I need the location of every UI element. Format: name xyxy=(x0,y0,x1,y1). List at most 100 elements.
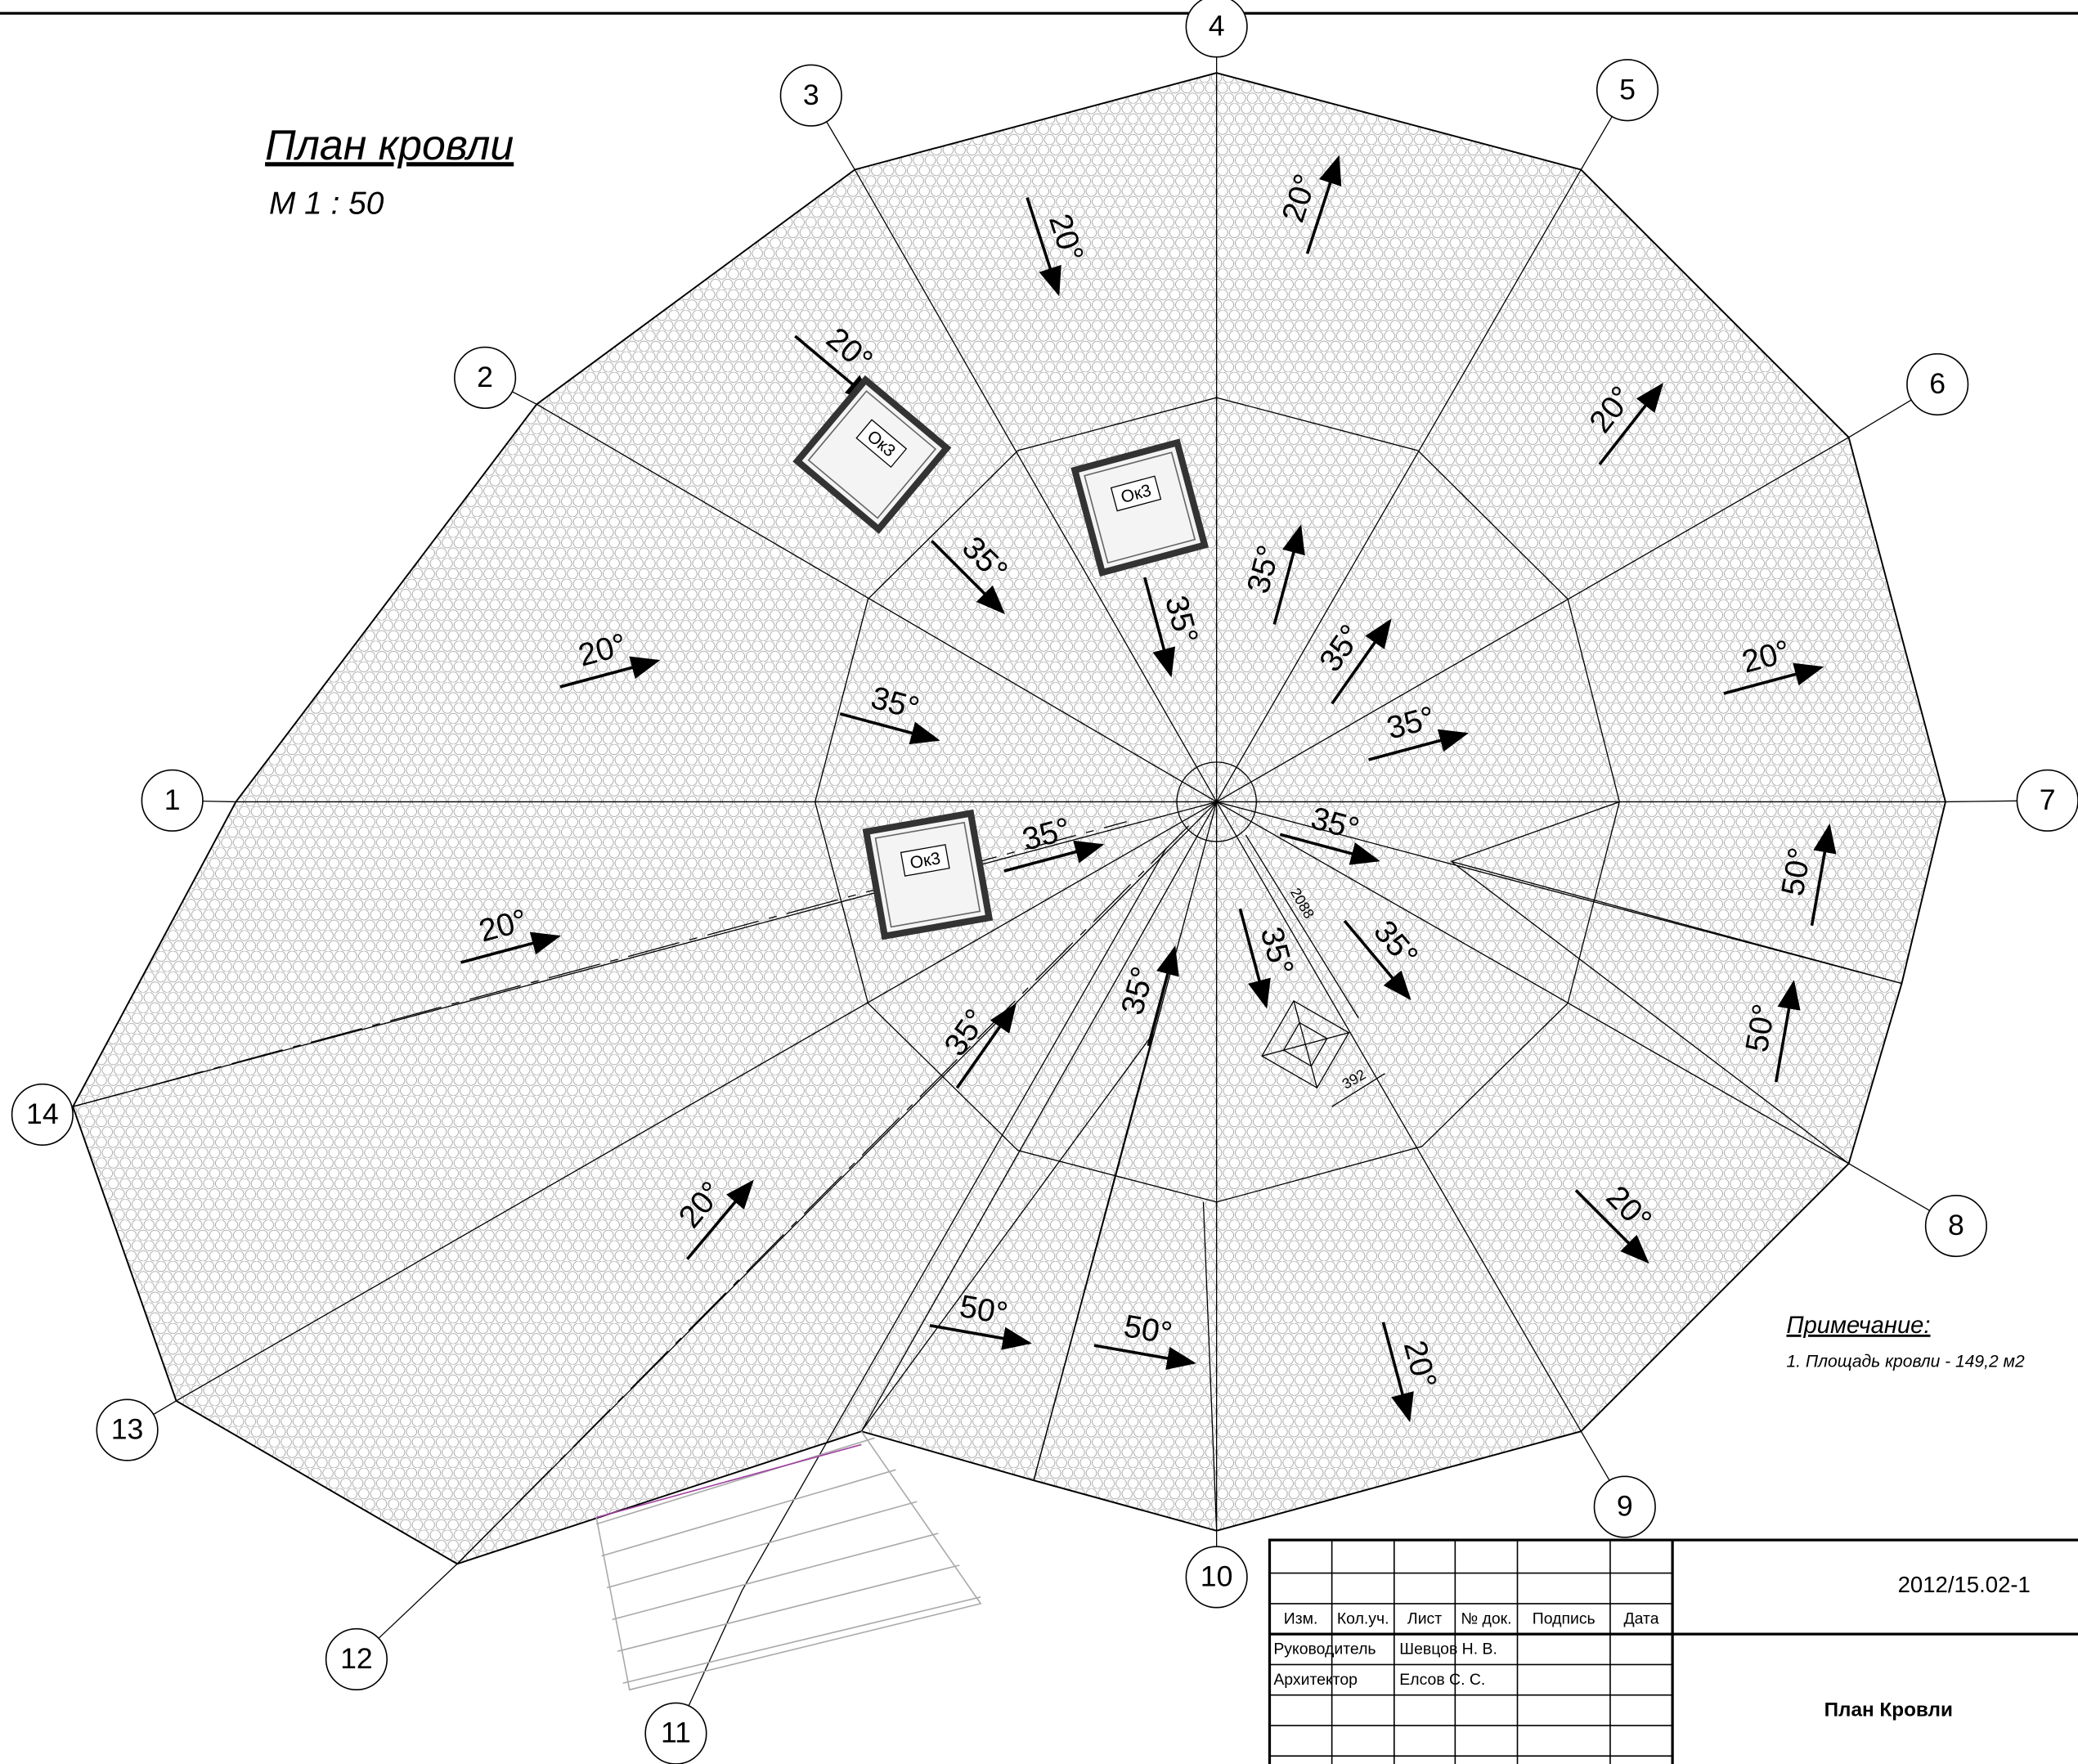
window: Ок3 xyxy=(792,375,952,534)
slope-arrow xyxy=(1305,155,1342,254)
slope-arrow xyxy=(1723,662,1824,695)
axis-label: 11 xyxy=(661,1717,691,1749)
slope-arrow xyxy=(1331,618,1392,705)
tb-cell: Елсов С. С. xyxy=(1399,1671,1485,1689)
valley xyxy=(1033,1033,1154,1481)
axis-label: 7 xyxy=(2040,783,2056,816)
ridge xyxy=(860,801,1218,1432)
axis-bubble xyxy=(1185,0,1248,58)
skylight-box xyxy=(1261,1000,1350,1089)
axis-bubble xyxy=(1596,59,1659,122)
skylight-cross xyxy=(1261,1000,1349,1088)
window: Ок3 xyxy=(1070,438,1210,577)
slope-arrow xyxy=(1381,1322,1414,1423)
window-tag xyxy=(900,844,950,877)
note-item: 1. Площадь кровли - 149,2 м2 xyxy=(1786,1353,2024,1371)
valley xyxy=(1451,860,1902,985)
plan-scale: М 1 : 50 xyxy=(269,186,384,221)
ridge xyxy=(1216,801,1902,985)
slope-label: 50° xyxy=(1121,1308,1174,1352)
slope: 50° xyxy=(929,1289,1032,1350)
slope-arrow xyxy=(1574,1189,1649,1264)
axis-label: 14 xyxy=(26,1097,59,1130)
valley xyxy=(1202,1201,1218,1531)
tb-header: № док. xyxy=(1461,1609,1511,1627)
axis-bubble xyxy=(11,1083,74,1146)
axis-bubble xyxy=(2016,769,2078,832)
axis-line xyxy=(1848,399,1912,438)
tb-cell: Шевцов Н. В. xyxy=(1399,1641,1497,1659)
axis-label: 6 xyxy=(1929,367,1946,400)
axis-line xyxy=(1848,1163,1930,1211)
axis-bubble xyxy=(1924,1194,1987,1258)
tb-header: Кол.уч. xyxy=(1337,1609,1389,1627)
tb-code: 2012/15.02-1 xyxy=(1898,1572,2031,1597)
axis-label: 9 xyxy=(1617,1490,1633,1523)
axis-bubble xyxy=(1185,1546,1248,1609)
slope-arrow xyxy=(686,1179,754,1260)
slope: 50° xyxy=(1775,823,1837,927)
axis-bubble xyxy=(325,1627,388,1691)
stair xyxy=(622,1596,981,1684)
slope-arrow xyxy=(1147,945,1179,1047)
plan-title: План кровли xyxy=(265,121,514,168)
slope-arrow xyxy=(460,931,561,964)
axis-line xyxy=(1580,1430,1610,1481)
axis-label: 4 xyxy=(1209,9,1225,42)
slope-arrow xyxy=(1774,980,1801,1083)
stair-edge xyxy=(596,1443,862,1519)
window-frame xyxy=(874,821,981,928)
slope-arrow xyxy=(1093,1344,1196,1370)
slope-arrow xyxy=(839,712,940,745)
tb-cell: Руководитель xyxy=(1273,1641,1376,1659)
axis-label: 3 xyxy=(803,79,819,111)
axis-bubble xyxy=(779,64,842,127)
axis-line xyxy=(153,1400,177,1416)
slope-arrow xyxy=(1598,383,1664,465)
dim-line xyxy=(1245,834,1359,1018)
ridge xyxy=(854,169,1218,802)
slope-arrow xyxy=(1238,908,1271,1009)
window-tag xyxy=(855,419,908,469)
window-frame xyxy=(792,375,952,534)
axis-label: 2 xyxy=(477,361,493,393)
stair xyxy=(596,1437,875,1525)
ridge xyxy=(176,801,1217,1402)
slope-arrow xyxy=(1003,840,1105,873)
slope-arrow xyxy=(929,1324,1032,1350)
valley xyxy=(1451,860,1850,1165)
window-frame xyxy=(862,809,994,940)
skylight-box xyxy=(1282,1021,1328,1067)
axis-line xyxy=(826,121,855,170)
axis-bubble xyxy=(96,1398,159,1461)
stair xyxy=(606,1501,918,1589)
axis-line xyxy=(688,1590,743,1707)
dim-line xyxy=(1331,1073,1385,1107)
stair xyxy=(601,1469,896,1557)
ridge xyxy=(72,801,1217,1107)
axis-label: 8 xyxy=(1948,1209,1964,1241)
tb-header: Подпись xyxy=(1533,1609,1596,1627)
valley xyxy=(1451,801,1620,862)
slope-arrow xyxy=(1026,197,1061,297)
slope-arrow xyxy=(559,656,661,689)
slope: 50° xyxy=(1739,980,1801,1083)
slope-arrow xyxy=(1368,729,1469,761)
note-title: Примечание: xyxy=(1786,1313,1930,1339)
axis-label: 1 xyxy=(164,783,181,816)
tb-sheet-title: План Кровли xyxy=(1824,1699,1953,1721)
window: Ок3 xyxy=(862,809,994,940)
axis-line xyxy=(741,847,1167,1591)
stair xyxy=(612,1533,939,1621)
window-frame xyxy=(1084,451,1196,564)
axis-line xyxy=(511,391,537,405)
window-frame xyxy=(807,390,937,519)
slope-arrow xyxy=(1343,919,1412,1001)
axis-bubble xyxy=(141,769,204,832)
axis-label: 12 xyxy=(340,1642,373,1675)
tb-cell: Архитектор xyxy=(1273,1671,1358,1689)
slope-label: 50° xyxy=(957,1289,1010,1332)
axis-label: 10 xyxy=(1201,1560,1233,1593)
axis-bubble xyxy=(1593,1475,1656,1538)
